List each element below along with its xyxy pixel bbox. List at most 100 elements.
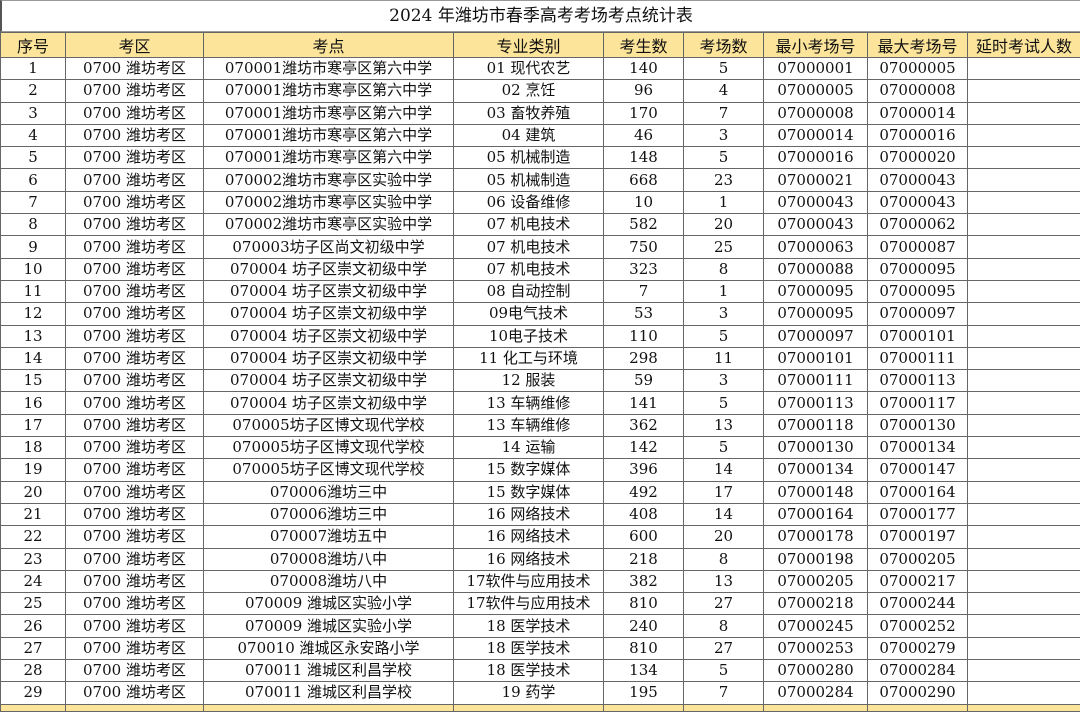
cell-empty[interactable] — [1, 704, 66, 711]
cell-rooms[interactable]: 8 — [684, 258, 764, 280]
cell-max-room[interactable]: 07000164 — [868, 481, 968, 503]
cell-district[interactable]: 0700 潍坊考区 — [66, 526, 204, 548]
cell-rooms[interactable]: 7 — [684, 682, 764, 704]
cell-rooms[interactable]: 1 — [684, 280, 764, 302]
cell-major[interactable]: 01 现代农艺 — [454, 58, 604, 80]
cell-site[interactable]: 070008潍坊八中 — [204, 570, 454, 592]
cell-site[interactable]: 070011 潍城区利昌学校 — [204, 660, 454, 682]
cell-major[interactable]: 05 机械制造 — [454, 147, 604, 169]
cell-min-room[interactable]: 07000205 — [764, 570, 868, 592]
cell-delayed[interactable] — [968, 637, 1080, 659]
column-header-rooms[interactable]: 考场数 — [684, 33, 764, 58]
cell-empty[interactable] — [204, 704, 454, 711]
cell-site[interactable]: 070009 潍城区实验小学 — [204, 615, 454, 637]
cell-site[interactable]: 070005坊子区博文现代学校 — [204, 459, 454, 481]
cell-district[interactable]: 0700 潍坊考区 — [66, 303, 204, 325]
cell-rooms[interactable]: 5 — [684, 392, 764, 414]
cell-seq[interactable]: 23 — [1, 548, 66, 570]
cell-major[interactable]: 05 机械制造 — [454, 169, 604, 191]
cell-site[interactable]: 070009 潍城区实验小学 — [204, 593, 454, 615]
cell-rooms[interactable]: 5 — [684, 58, 764, 80]
cell-students[interactable]: 362 — [604, 414, 684, 436]
cell-students[interactable]: 582 — [604, 214, 684, 236]
cell-students[interactable]: 134 — [604, 660, 684, 682]
cell-delayed[interactable] — [968, 325, 1080, 347]
column-header-delayed[interactable]: 延时考试人数 — [968, 33, 1080, 58]
cell-seq[interactable]: 27 — [1, 637, 66, 659]
cell-major[interactable]: 07 机电技术 — [454, 236, 604, 258]
cell-seq[interactable]: 26 — [1, 615, 66, 637]
cell-district[interactable]: 0700 潍坊考区 — [66, 615, 204, 637]
column-header-major[interactable]: 专业类别 — [454, 33, 604, 58]
cell-rooms[interactable]: 5 — [684, 147, 764, 169]
cell-district[interactable]: 0700 潍坊考区 — [66, 414, 204, 436]
cell-min-room[interactable]: 07000148 — [764, 481, 868, 503]
cell-major[interactable]: 16 网络技术 — [454, 503, 604, 525]
cell-delayed[interactable] — [968, 347, 1080, 369]
cell-major[interactable]: 06 设备维修 — [454, 191, 604, 213]
column-header-district[interactable]: 考区 — [66, 33, 204, 58]
cell-max-room[interactable]: 07000197 — [868, 526, 968, 548]
cell-major[interactable]: 10电子技术 — [454, 325, 604, 347]
cell-students[interactable]: 46 — [604, 124, 684, 146]
cell-seq[interactable]: 25 — [1, 593, 66, 615]
cell-min-room[interactable]: 07000021 — [764, 169, 868, 191]
cell-max-room[interactable]: 07000043 — [868, 169, 968, 191]
cell-site[interactable]: 070004 坊子区崇文初级中学 — [204, 280, 454, 302]
cell-empty[interactable] — [868, 704, 968, 711]
cell-max-room[interactable]: 07000205 — [868, 548, 968, 570]
cell-min-room[interactable]: 07000095 — [764, 303, 868, 325]
cell-seq[interactable]: 24 — [1, 570, 66, 592]
cell-site[interactable]: 070002潍坊市寒亭区实验中学 — [204, 214, 454, 236]
cell-district[interactable]: 0700 潍坊考区 — [66, 548, 204, 570]
cell-max-room[interactable]: 07000284 — [868, 660, 968, 682]
cell-students[interactable]: 141 — [604, 392, 684, 414]
cell-district[interactable]: 0700 潍坊考区 — [66, 169, 204, 191]
cell-delayed[interactable] — [968, 548, 1080, 570]
cell-delayed[interactable] — [968, 147, 1080, 169]
cell-delayed[interactable] — [968, 303, 1080, 325]
cell-site[interactable]: 070004 坊子区崇文初级中学 — [204, 347, 454, 369]
cell-students[interactable]: 600 — [604, 526, 684, 548]
cell-site[interactable]: 070005坊子区博文现代学校 — [204, 437, 454, 459]
cell-rooms[interactable]: 8 — [684, 615, 764, 637]
cell-district[interactable]: 0700 潍坊考区 — [66, 481, 204, 503]
cell-min-room[interactable]: 07000101 — [764, 347, 868, 369]
cell-empty[interactable] — [684, 704, 764, 711]
cell-major[interactable]: 15 数字媒体 — [454, 481, 604, 503]
cell-min-room[interactable]: 07000164 — [764, 503, 868, 525]
cell-rooms[interactable]: 3 — [684, 370, 764, 392]
cell-min-room[interactable]: 07000005 — [764, 80, 868, 102]
cell-min-room[interactable]: 07000111 — [764, 370, 868, 392]
cell-max-room[interactable]: 07000252 — [868, 615, 968, 637]
cell-max-room[interactable]: 07000217 — [868, 570, 968, 592]
cell-major[interactable]: 03 畜牧养殖 — [454, 102, 604, 124]
cell-rooms[interactable]: 8 — [684, 548, 764, 570]
cell-major[interactable]: 12 服装 — [454, 370, 604, 392]
cell-major[interactable]: 08 自动控制 — [454, 280, 604, 302]
cell-students[interactable]: 492 — [604, 481, 684, 503]
cell-min-room[interactable]: 07000088 — [764, 258, 868, 280]
cell-seq[interactable]: 3 — [1, 102, 66, 124]
cell-district[interactable]: 0700 潍坊考区 — [66, 236, 204, 258]
cell-rooms[interactable]: 13 — [684, 414, 764, 436]
cell-major[interactable]: 11 化工与环境 — [454, 347, 604, 369]
cell-students[interactable]: 298 — [604, 347, 684, 369]
cell-rooms[interactable]: 17 — [684, 481, 764, 503]
cell-empty[interactable] — [66, 704, 204, 711]
cell-delayed[interactable] — [968, 459, 1080, 481]
cell-min-room[interactable]: 07000178 — [764, 526, 868, 548]
cell-min-room[interactable]: 07000118 — [764, 414, 868, 436]
cell-district[interactable]: 0700 潍坊考区 — [66, 80, 204, 102]
cell-empty[interactable] — [968, 704, 1080, 711]
cell-max-room[interactable]: 07000005 — [868, 58, 968, 80]
cell-students[interactable]: 750 — [604, 236, 684, 258]
cell-students[interactable]: 7 — [604, 280, 684, 302]
cell-seq[interactable]: 14 — [1, 347, 66, 369]
cell-site[interactable]: 070011 潍城区利昌学校 — [204, 682, 454, 704]
cell-max-room[interactable]: 07000130 — [868, 414, 968, 436]
cell-rooms[interactable]: 20 — [684, 214, 764, 236]
cell-delayed[interactable] — [968, 214, 1080, 236]
cell-site[interactable]: 070002潍坊市寒亭区实验中学 — [204, 191, 454, 213]
cell-empty[interactable] — [764, 704, 868, 711]
